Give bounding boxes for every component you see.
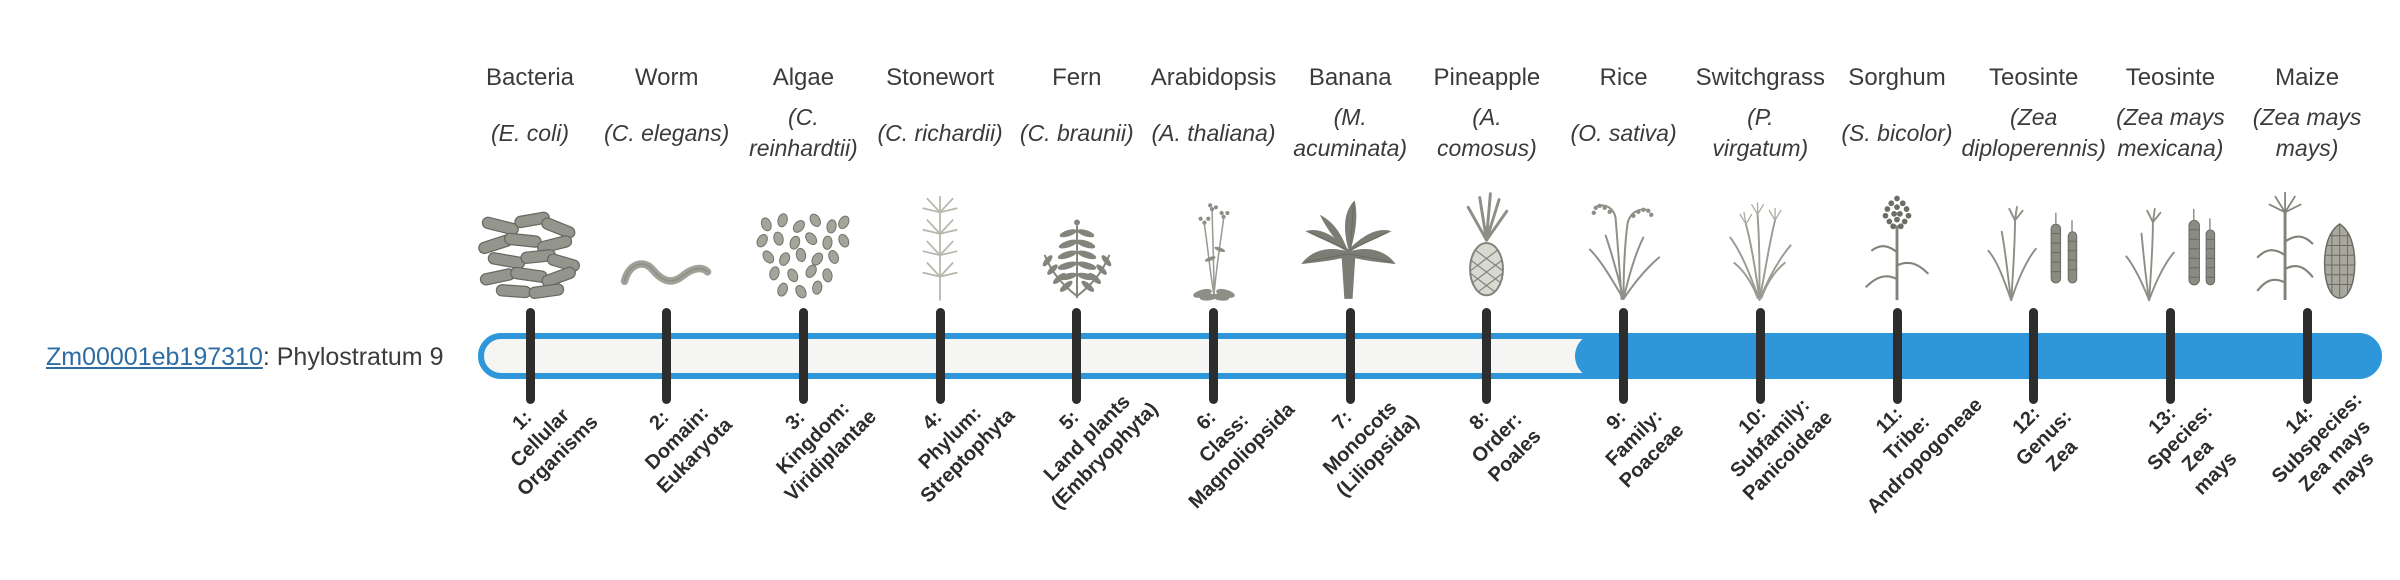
phylostratum-tick [662, 308, 672, 404]
phylostratum-tick [1345, 308, 1355, 404]
organism-scientific-name: (Zea mays mexicana) [2116, 104, 2225, 161]
maize-illustration [2232, 168, 2382, 302]
organism-scientific-name: (A. comosus) [1437, 104, 1537, 161]
organism-column: Sorghum (S. bicolor) 11: Tribe: Andropogon… [1829, 0, 1986, 580]
switchgrass-illustration [1685, 168, 1835, 302]
organism-column: Bacteria (E. coli) 1: Cellular Organisms [462, 0, 603, 580]
organism-scientific-name: (A. thaliana) [1151, 119, 1276, 146]
phylostratum-tick [1072, 308, 1082, 404]
sorghum-illustration [1822, 168, 1972, 302]
stage-label: 8: Order: Poales [1465, 406, 1546, 487]
organism-column: Algae (C. reinhardtii) 3: Kingdom: Viridipl… [735, 0, 881, 580]
phylostratum-tick [2029, 308, 2039, 404]
organism-common-name: Arabidopsis [1150, 64, 1277, 91]
organism-column: Pineapple (A. comosus) 8: Order: Poales [1418, 0, 1555, 580]
stage-label: 12: Genus: Zea [2008, 402, 2082, 476]
rice-illustration [1549, 168, 1699, 302]
algae-illustration [728, 168, 878, 302]
organism-common-name: Worm [634, 64, 699, 91]
organism-scientific-name: (E. coli) [491, 119, 569, 146]
organism-column: Worm (C. elegans) 2: Domain: Eukaryota [598, 0, 737, 580]
organism-scientific-name: (C. richardii) [877, 119, 1003, 146]
stage-label: 7: Monocots (Liliopsida) [1319, 397, 1424, 502]
organism-common-name: Pineapple [1433, 64, 1541, 91]
organism-common-name: Maize [2275, 64, 2340, 91]
phylostratum-tick [1619, 308, 1629, 404]
organism-column: Arabidopsis (A. thaliana) 6: Class: Magnol… [1145, 0, 1299, 580]
organism-common-name: Stonewort [886, 64, 995, 91]
stage-label: 4: Phylum: Streptophyta [914, 402, 1020, 508]
stage-label: 9: Family: Poaceae [1601, 405, 1688, 493]
gene-link[interactable]: Zm00001eb197310 [46, 343, 263, 371]
teosinte-mexicana-illustration [2095, 168, 2245, 302]
arabidopsis-illustration [1139, 168, 1289, 302]
phylostratum-tick [1482, 308, 1492, 404]
organism-column: Fern (C. braunii) 5: Land plants (Embryoph… [1008, 0, 1162, 580]
organism-column: Banana (M. acuminata) 7: Monocots (Liliopsi… [1282, 0, 1423, 580]
stage-label: 13: Species: Zea mays [2143, 401, 2242, 500]
banana-illustration [1275, 168, 1425, 302]
organism-common-name: Teosinte [1988, 64, 2079, 91]
bacteria-illustration [455, 168, 605, 302]
phylostratum-tick [1209, 308, 1218, 404]
organism-scientific-name: (Zea mays mays) [2252, 104, 2362, 161]
worm-illustration [592, 168, 742, 302]
stage-label: 2: Domain: Eukaryota [640, 402, 737, 498]
stage-label: 1: Cellular Organisms [506, 404, 603, 501]
organism-common-name: Banana [1308, 64, 1392, 91]
stage-label: 11: Tribe: Andropogoneae [1862, 393, 1987, 518]
pineapple-illustration [1412, 168, 1562, 302]
organism-scientific-name: (P. virgatum) [1712, 104, 1809, 161]
organism-column: Rice (O. sativa) 9: Family: Poaceae [1555, 0, 1692, 580]
phylostratum-tick [798, 308, 808, 404]
phylostratum-tick [2165, 308, 2175, 404]
organism-scientific-name: (O. sativa) [1570, 119, 1677, 146]
stage-label: 10: Subfamily: Panicoideae [1726, 394, 1838, 505]
organism-common-name: Bacteria [485, 64, 575, 91]
phylostratum-tick [1892, 308, 1902, 404]
organism-common-name: Fern [1052, 64, 1102, 91]
organism-column: Maize (Zea mays mays) 14: Subspecies: Zea m… [2239, 0, 2379, 580]
timeline-bar-fill [1575, 333, 2381, 379]
organism-common-name: Teosinte [2125, 64, 2216, 91]
organism-common-name: Algae [772, 64, 835, 91]
organism-column: Switchgrass (P. virgatum) 10: Subfamily: Pa… [1692, 0, 1838, 580]
organism-scientific-name: (C. braunii) [1019, 119, 1134, 146]
organism-scientific-name: (C. elegans) [604, 119, 730, 146]
organism-common-name: Sorghum [1848, 64, 1946, 91]
phylostratum-tick [525, 308, 535, 404]
stage-label: 6: Class: Magnoliopsida [1184, 398, 1299, 514]
stage-label: 14: Subspecies: Zea mays mays [2267, 388, 2379, 500]
row-label: Zm00001eb197310: Phylostratum 9 [46, 341, 444, 373]
organism-column: Teosinte (Zea mays mexicana) 13: Species: Z… [2102, 0, 2242, 580]
phylostratum-tick [1755, 308, 1765, 404]
organism-common-name: Switchgrass [1695, 64, 1825, 91]
fern-illustration [1002, 168, 1152, 302]
organism-scientific-name: (M. acuminata) [1293, 104, 1408, 161]
organism-column: Teosinte (Zea diploperennis) 12: Genus: Zea [1961, 0, 2105, 580]
organism-scientific-name: (Zea diploperennis) [1961, 104, 2106, 161]
organism-common-name: Rice [1599, 64, 1648, 91]
organism-column: Stonewort (C. richardii) 4: Phylum: Strept… [872, 0, 1019, 580]
phylostratum-tick [2302, 308, 2312, 404]
stage-label: 3: Kingdom: Viridiplantae [772, 397, 882, 506]
stage-label: 5: Land plants (Embryophyta) [1039, 390, 1163, 514]
teosinte-diploperennis-illustration [1959, 168, 2109, 302]
phylostratum-tick [935, 308, 945, 404]
stonewort-illustration [865, 168, 1015, 302]
organism-scientific-name: (C. reinhardtii) [749, 104, 858, 161]
organism-scientific-name: (S. bicolor) [1841, 119, 1953, 146]
phylostratum-text: : Phylostratum 9 [262, 343, 444, 371]
